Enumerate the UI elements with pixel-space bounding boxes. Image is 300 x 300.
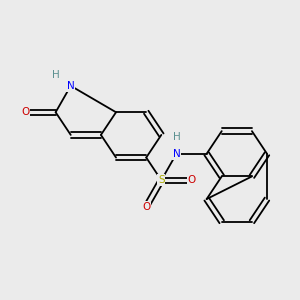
Text: N: N — [67, 81, 75, 91]
Text: N: N — [172, 149, 180, 159]
Text: H: H — [52, 70, 59, 80]
Text: O: O — [188, 175, 196, 185]
Text: O: O — [142, 202, 150, 212]
Text: H: H — [172, 132, 180, 142]
Text: O: O — [21, 107, 30, 117]
Text: S: S — [158, 175, 165, 185]
